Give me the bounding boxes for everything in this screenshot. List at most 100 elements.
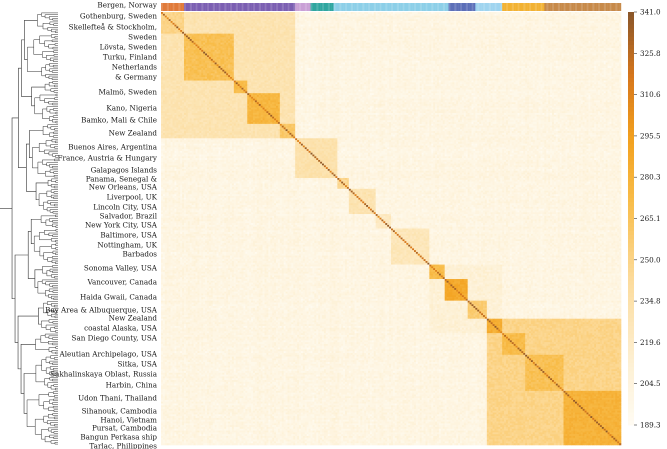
group-color-cell — [166, 3, 169, 11]
heatmap-cell — [164, 22, 168, 25]
heatmap-cell — [277, 40, 281, 43]
heatmap-cell — [576, 49, 580, 52]
heatmap-cell — [448, 33, 455, 36]
heatmap-cell — [460, 37, 463, 40]
heatmap-cell — [228, 48, 231, 51]
heatmap-cell — [214, 49, 217, 52]
heatmap-cell — [331, 31, 338, 34]
heatmap-cell — [362, 35, 365, 38]
row-label: Malmö, Sweden — [99, 88, 158, 97]
heatmap-cell — [379, 31, 382, 34]
group-color-cell — [379, 3, 382, 11]
heatmap-cell — [272, 57, 275, 60]
heatmap-cell — [438, 49, 445, 52]
heatmap-cell — [525, 55, 528, 58]
heatmap-cell — [477, 39, 480, 42]
heatmap-cell — [371, 12, 375, 15]
heatmap-cell — [442, 15, 445, 18]
heatmap-cell — [444, 33, 449, 36]
heatmap-cell — [389, 22, 394, 25]
heatmap-cell — [559, 48, 562, 51]
heatmap-cell — [195, 48, 198, 51]
heatmap-cell — [222, 53, 225, 56]
heatmap-cell — [387, 12, 392, 15]
heatmap-cell — [260, 48, 263, 51]
heatmap-cell — [529, 30, 532, 33]
heatmap-cell — [492, 31, 495, 34]
heatmap-cell — [406, 37, 409, 40]
heatmap-cell — [433, 33, 436, 36]
heatmap-cell — [481, 19, 484, 22]
heatmap-cell — [613, 21, 616, 24]
heatmap-cell — [509, 42, 513, 45]
heatmap-cell — [517, 48, 524, 51]
heatmap-cell — [346, 33, 350, 36]
heatmap-cell — [320, 26, 323, 29]
heatmap-cell — [619, 48, 622, 51]
heatmap-cell — [456, 13, 461, 16]
heatmap-cell — [207, 55, 210, 58]
group-color-cell — [256, 3, 259, 11]
heatmap-cell — [506, 30, 511, 33]
heatmap-cell — [264, 51, 267, 54]
heatmap-cell — [170, 49, 177, 52]
heatmap-cell — [588, 26, 591, 29]
heatmap-cell — [530, 39, 534, 42]
heatmap-cell — [304, 12, 307, 15]
heatmap-cell — [427, 12, 430, 15]
heatmap-cell — [201, 42, 204, 45]
heatmap-cell — [279, 44, 283, 47]
heatmap-cell — [302, 31, 306, 34]
heatmap-cell — [504, 12, 509, 15]
heatmap-cell — [429, 13, 438, 16]
heatmap-cell — [578, 53, 583, 56]
heatmap-cell — [483, 19, 486, 22]
heatmap-cell — [233, 17, 237, 20]
heatmap-cell — [277, 55, 281, 58]
heatmap-cell — [402, 37, 405, 40]
group-color-cell — [327, 3, 330, 11]
heatmap-cell — [297, 21, 300, 24]
heatmap-cell — [599, 40, 603, 43]
heatmap-cell — [498, 49, 501, 52]
heatmap-cell — [490, 24, 493, 27]
heatmap-cell — [323, 26, 327, 29]
heatmap-cell — [197, 24, 204, 27]
heatmap-cell — [251, 26, 254, 29]
heatmap-cell — [243, 21, 246, 24]
group-color-cell — [435, 3, 438, 11]
heatmap-cell — [509, 35, 514, 38]
dendrogram-branch — [55, 180, 58, 183]
heatmap-cell — [592, 48, 595, 51]
heatmap-cell — [233, 37, 237, 40]
heatmap-cell — [496, 13, 499, 16]
heatmap-cell — [368, 37, 371, 40]
heatmap-cell — [465, 31, 468, 34]
heatmap-cell — [454, 46, 459, 49]
heatmap-cell — [419, 48, 428, 51]
heatmap-cell — [417, 28, 421, 31]
heatmap-cell — [427, 44, 430, 47]
heatmap-cell — [302, 42, 307, 45]
heatmap-cell — [471, 42, 476, 45]
heatmap-cell — [277, 24, 281, 27]
heatmap-cell — [299, 35, 302, 38]
heatmap-cell — [611, 57, 614, 60]
heatmap-cell — [498, 24, 501, 27]
heatmap-cell — [264, 48, 269, 51]
heatmap-cell — [599, 39, 603, 42]
heatmap-cell — [437, 15, 442, 18]
heatmap-cell — [598, 55, 601, 58]
heatmap-cell — [542, 30, 545, 33]
heatmap-cell — [488, 15, 491, 18]
heatmap-cell — [567, 13, 570, 16]
heatmap-cell — [251, 12, 254, 15]
heatmap-cell — [387, 51, 390, 54]
heatmap-cell — [601, 12, 606, 15]
heatmap-cell — [615, 42, 620, 45]
heatmap-cell — [195, 26, 198, 29]
heatmap-cell — [527, 37, 532, 40]
heatmap-cell — [161, 40, 164, 43]
heatmap-cell — [563, 17, 566, 20]
dendrogram-branch — [35, 338, 49, 350]
